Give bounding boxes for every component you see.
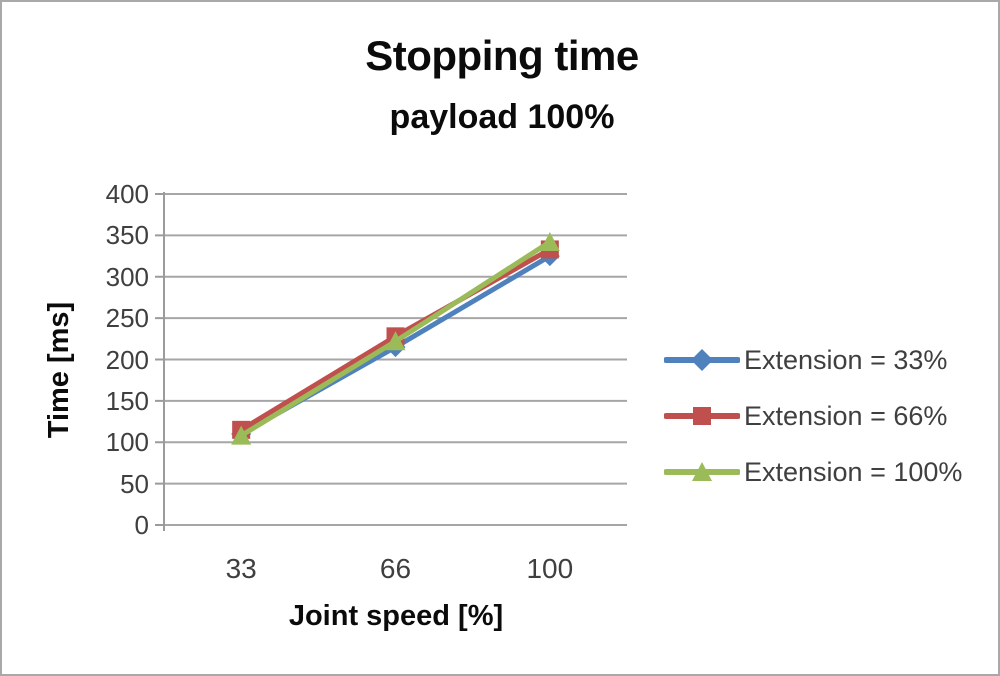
legend-label: Extension = 100% [744, 456, 963, 487]
legend-entry: Extension = 66% [664, 399, 962, 433]
y-tick-label: 200 [105, 344, 149, 375]
x-tick-label: 100 [526, 553, 574, 584]
legend-entry: Extension = 33% [664, 343, 962, 377]
x-tick-label: 66 [379, 553, 412, 584]
legend-label: Extension = 33% [744, 344, 948, 375]
legend-label: Extension = 66% [744, 400, 948, 431]
chart-subtitle: payload 100% [389, 98, 615, 136]
data-point-triangle [539, 231, 560, 251]
y-tick-label: 250 [105, 303, 149, 334]
y-tick-label: 0 [134, 510, 149, 540]
data-point-triangle [385, 331, 406, 351]
y-tick-label: 350 [105, 220, 149, 251]
y-tick-label: 150 [105, 385, 149, 416]
y-tick-label: 400 [105, 179, 149, 209]
legend-marker-diamond [664, 349, 740, 371]
legend-entry: Extension = 100% [664, 455, 962, 489]
y-tick-label: 100 [105, 427, 149, 458]
legend: Extension = 33% Extension = 66% Extension … [664, 343, 962, 489]
legend-marker-triangle [664, 462, 740, 481]
y-tick-label: 300 [105, 261, 149, 292]
x-tick-label: 33 [225, 553, 257, 584]
chart-title: Stopping time [365, 32, 639, 79]
data-point-triangle [231, 425, 252, 445]
legend-marker-square [664, 407, 740, 425]
y-tick-label: 50 [120, 468, 149, 499]
x-axis-title: Joint speed [%] [288, 600, 504, 632]
